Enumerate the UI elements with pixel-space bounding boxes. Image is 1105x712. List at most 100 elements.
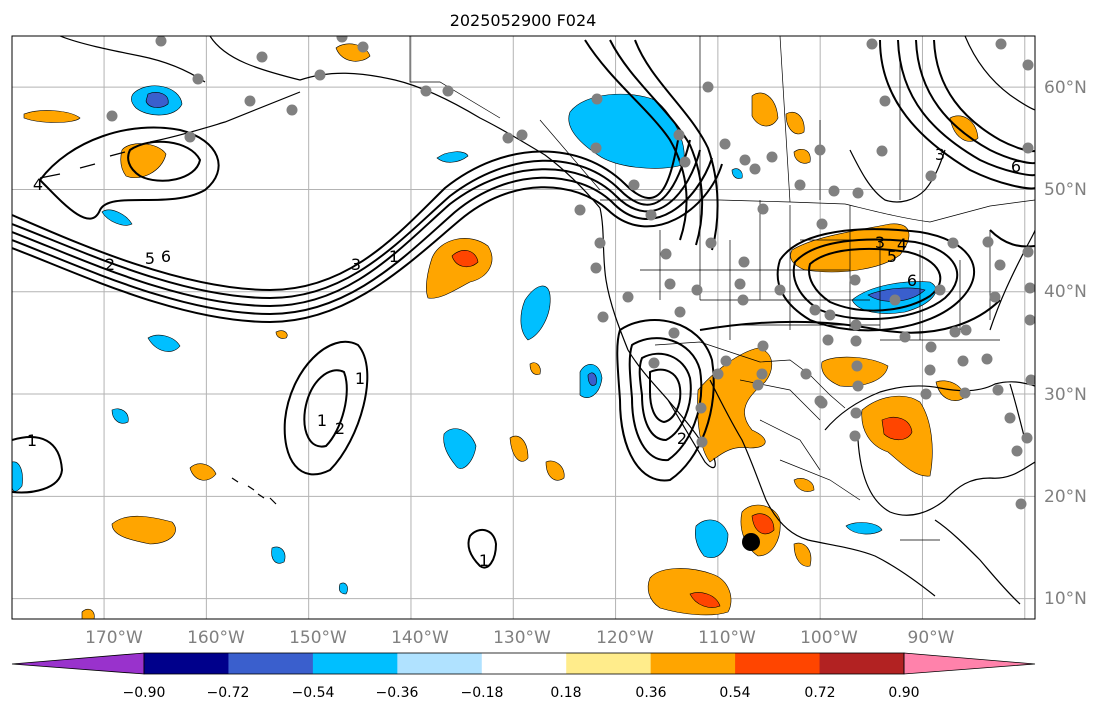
lon-tick-label: 140°W xyxy=(391,628,449,648)
colorbar-tick-label: 0.18 xyxy=(550,685,581,701)
station-dot xyxy=(502,132,514,144)
coastline-baja xyxy=(667,399,716,469)
contour-small-closed xyxy=(467,528,498,569)
station-dot xyxy=(737,294,749,306)
contour-jet-5 xyxy=(12,129,681,292)
station-dot xyxy=(749,163,761,175)
station-dot xyxy=(982,236,994,248)
station-dot xyxy=(994,259,1006,271)
station-dot xyxy=(660,248,672,260)
contour-label: 6 xyxy=(161,247,171,266)
lon-axis-labels: 170°W 160°W 150°W 140°W 130°W 120°W 110°… xyxy=(85,628,955,648)
negative-area-small-8 xyxy=(731,168,743,179)
contour-label: 4 xyxy=(33,175,43,194)
contours xyxy=(12,39,1035,569)
station-dot xyxy=(800,368,812,380)
contour-label: 6 xyxy=(1011,157,1021,176)
colorbar-extend-max xyxy=(903,652,1036,675)
station-dot xyxy=(850,407,862,419)
coastline-bering-west xyxy=(59,36,206,83)
positive-area-small-8 xyxy=(793,149,811,164)
positive-area-texas xyxy=(821,356,889,387)
coastline-labrador xyxy=(964,36,1035,111)
contour-jet-4 xyxy=(12,163,723,324)
colorbar-tick-label: 0.54 xyxy=(719,685,750,701)
coastline-us-west xyxy=(599,207,701,441)
station-dot xyxy=(516,129,528,141)
station-dot xyxy=(809,304,821,316)
mexico-states xyxy=(739,379,940,541)
station-dot xyxy=(824,309,836,321)
station-dot xyxy=(814,144,826,156)
figure-title: 2025052900 F024 xyxy=(450,11,597,30)
colorbar-segment xyxy=(144,653,229,674)
contour-sw-low-1 xyxy=(616,319,715,482)
colorbar-tick-label: −0.36 xyxy=(376,685,419,701)
station-dot xyxy=(752,379,764,391)
station-dot xyxy=(357,41,369,53)
station-dot xyxy=(705,237,717,249)
station-dot xyxy=(879,95,891,107)
negative-area-small-7 xyxy=(845,522,883,535)
station-dot xyxy=(679,156,691,168)
station-dot xyxy=(691,284,703,296)
station-dot xyxy=(925,341,937,353)
station-dot xyxy=(314,69,326,81)
station-dot xyxy=(899,331,911,343)
station-dot xyxy=(1004,412,1016,424)
station-dot xyxy=(574,204,586,216)
contour-bering-inner xyxy=(127,140,202,182)
station-dot xyxy=(696,436,708,448)
colorbar-tick-label: −0.18 xyxy=(461,685,504,701)
contour-label: 2 xyxy=(335,419,345,438)
station-dot xyxy=(594,237,606,249)
contour-bering-low xyxy=(38,126,220,220)
station-dot xyxy=(774,284,786,296)
contour-low-w xyxy=(12,436,64,494)
station-dot xyxy=(757,203,769,215)
contour-pacific-ring-2 xyxy=(303,369,348,448)
positive-area-small-6 xyxy=(785,112,805,135)
lon-tick-label: 100°W xyxy=(800,628,858,648)
lon-tick-label: 90°W xyxy=(908,628,955,648)
station-dot xyxy=(816,218,828,230)
lat-tick-label: 60°N xyxy=(1044,78,1087,98)
colorbar-segment xyxy=(735,653,821,674)
station-dot xyxy=(645,209,657,221)
coastline-yucatan xyxy=(857,439,1035,516)
station-dot xyxy=(1021,432,1033,444)
positive-area-small-3 xyxy=(545,460,565,481)
positive-area-small-7 xyxy=(949,115,979,142)
station-dot xyxy=(1022,246,1034,258)
station-dot xyxy=(442,85,454,97)
negative-area-small-1 xyxy=(436,151,469,163)
colorbar-tick-label: −0.90 xyxy=(123,685,166,701)
contour-mid-1 xyxy=(699,299,1001,334)
station-dot xyxy=(889,294,901,306)
positive-area-small-10 xyxy=(793,478,815,492)
station-dot xyxy=(590,262,602,274)
station-dot xyxy=(920,388,932,400)
positive-area-small-14 xyxy=(81,608,95,619)
contour-ne-1 xyxy=(879,39,1035,190)
colorbar: −0.90 −0.72 −0.54 −0.36 −0.18 0.18 0.36 … xyxy=(11,652,1036,701)
contour-label: 2 xyxy=(677,429,687,448)
positive-area-small-2 xyxy=(509,435,529,462)
negative-area-small-9 xyxy=(338,582,348,595)
lat-tick-label: 30°N xyxy=(1044,385,1087,405)
contour-trough-3 xyxy=(634,39,719,251)
lat-tick-label: 40°N xyxy=(1044,282,1087,302)
colorbar-segment xyxy=(481,653,567,674)
negative-area-mexico-coast xyxy=(694,519,729,558)
positive-area-small-13 xyxy=(793,542,812,567)
station-dot xyxy=(989,291,1001,303)
storm-center-marker xyxy=(742,533,760,551)
station-dot xyxy=(591,93,603,105)
station-dot xyxy=(766,151,778,163)
station-dot xyxy=(648,357,660,369)
station-dot xyxy=(852,380,864,392)
contour-jet-1 xyxy=(12,139,691,300)
contour-label: 2 xyxy=(105,255,115,274)
station-dot xyxy=(1024,282,1035,294)
